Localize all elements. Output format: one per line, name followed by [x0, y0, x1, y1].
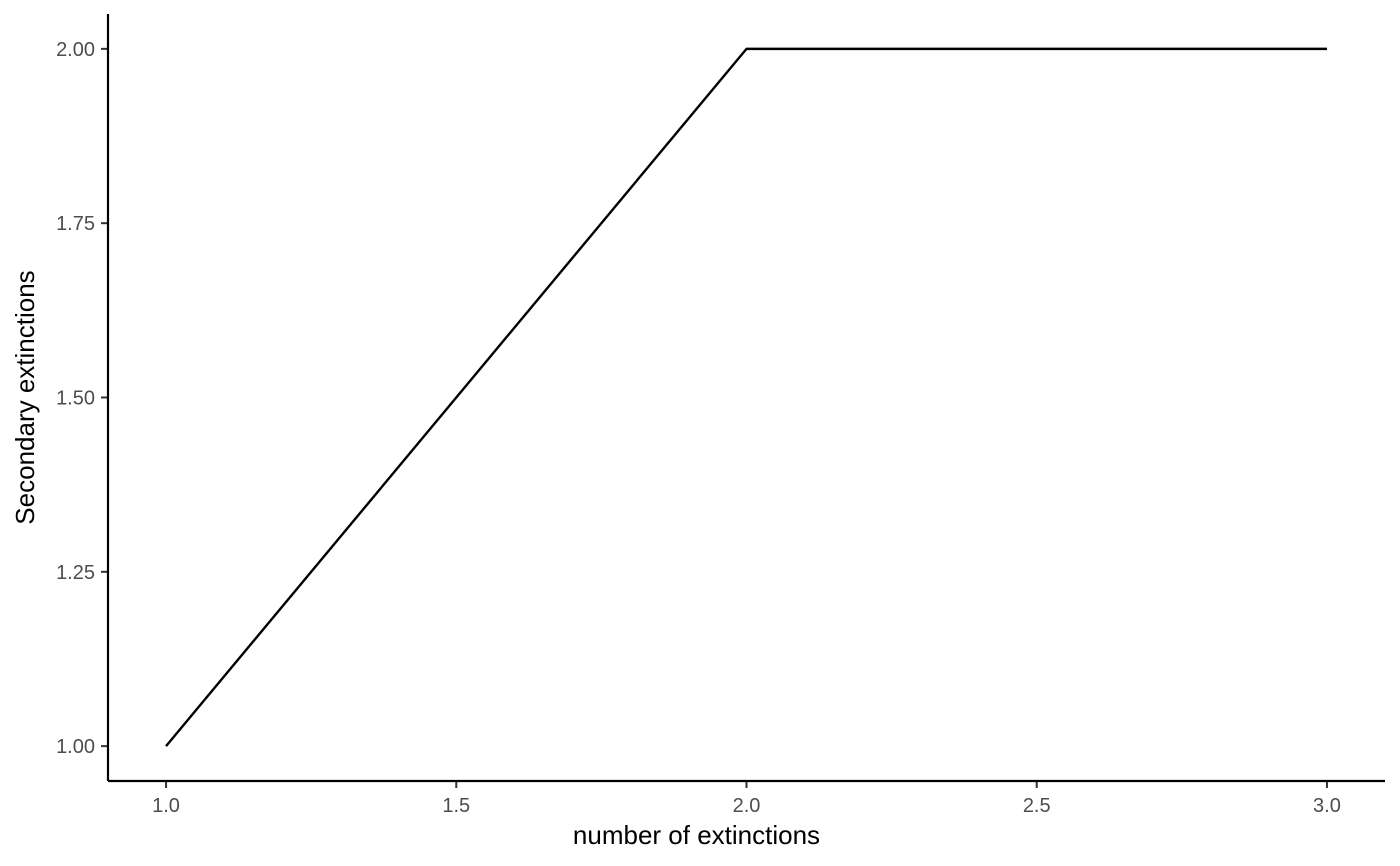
y-tick-label: 2.00	[56, 39, 95, 61]
y-tick-label: 1.75	[56, 213, 95, 235]
x-tick-label: 2.5	[1023, 795, 1051, 817]
x-tick-label: 2.0	[733, 795, 761, 817]
y-axis-title: Secondary extinctions	[10, 270, 40, 524]
y-tick-label: 1.00	[56, 736, 95, 758]
x-axis-title: number of extinctions	[573, 820, 820, 850]
series-line	[165, 47, 1327, 747]
y-axis-ticks: 1.00 1.25 1.50 1.75 2.00	[56, 39, 108, 758]
x-axis-ticks: 1.0 1.5 2.0 2.5 3.0	[152, 781, 1341, 817]
y-tick-label: 1.50	[56, 388, 95, 410]
x-tick-label: 3.0	[1313, 795, 1341, 817]
y-tick-label: 1.25	[56, 562, 95, 584]
x-tick-label: 1.0	[152, 795, 180, 817]
x-tick-label: 1.5	[442, 795, 470, 817]
series-layer	[165, 47, 1327, 747]
